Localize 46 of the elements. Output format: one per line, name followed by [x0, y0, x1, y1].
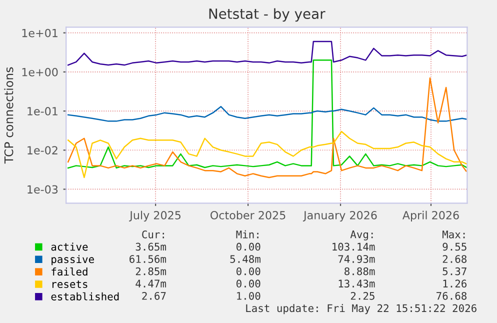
- text: 5.37: [442, 267, 466, 276]
- text: Last update: Fri May 22 15:51:22 2026: [246, 304, 476, 314]
- text: 2.85m: [136, 267, 166, 276]
- text: 1.00: [237, 292, 260, 300]
- x-tick-label: January 2026: [302, 211, 377, 222]
- text: 74.93m: [338, 255, 375, 263]
- x-tick-label: October 2025: [210, 210, 286, 220]
- line-series: [67, 40, 467, 66]
- text: Avg:: [350, 230, 373, 240]
- chart-title: Netstat - by year: [209, 8, 326, 22]
- legend-label: resets: [52, 280, 88, 288]
- text: 2.25: [350, 292, 374, 300]
- text: 13.43m: [338, 280, 375, 288]
- text: 1.26: [443, 280, 467, 288]
- text: 4.47m: [136, 280, 166, 288]
- y-tick-label: 1e+00: [22, 68, 58, 76]
- text: Max:: [442, 230, 465, 238]
- text: 61.56m: [130, 255, 166, 263]
- line-series: [67, 77, 467, 178]
- y-tick-label: 1e-02: [28, 146, 58, 155]
- text: Min:: [236, 230, 258, 238]
- y-tick-label: 1e-01: [28, 107, 58, 116]
- text: Cur:: [142, 230, 164, 238]
- text: 8.88m: [344, 267, 375, 276]
- y-tick-label: 1e+01: [22, 28, 58, 38]
- text: 0.00: [236, 242, 260, 251]
- text: 0.00: [236, 280, 260, 288]
- y-tick-label: 1e-03: [28, 185, 58, 194]
- x-tick-label: July 2025: [129, 210, 180, 222]
- x-tick-label: April 2026: [402, 210, 459, 222]
- legend-label: passive: [52, 255, 94, 266]
- text: 9.55: [442, 242, 466, 251]
- line-series: [67, 60, 467, 169]
- line-series: [67, 106, 467, 122]
- text: 2.67: [142, 292, 166, 300]
- legend-label: established: [51, 292, 119, 300]
- y-axis-title: TCP connections: [4, 67, 14, 164]
- text: 0.00: [236, 267, 260, 276]
- legend-label: active: [51, 242, 88, 251]
- text: 3.65m: [136, 242, 166, 251]
- text: 103.14m: [332, 242, 375, 251]
- line-series: [67, 130, 467, 178]
- legend-label: failed: [52, 267, 88, 276]
- text: 76.68: [436, 292, 467, 300]
- text: 5.48m: [230, 255, 260, 263]
- text: 2.68: [442, 255, 467, 263]
